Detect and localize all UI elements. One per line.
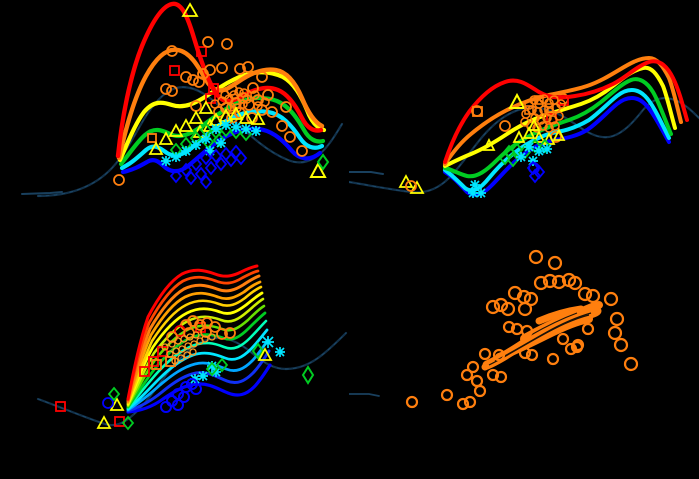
baseline-curve — [349, 393, 380, 397]
scatter-markers — [113, 2, 330, 190]
panel-bottom-left-plot — [0, 239, 350, 479]
panel-top-left-plot — [0, 0, 350, 240]
panel-top-right — [349, 0, 699, 240]
curve-yellow — [443, 65, 677, 168]
panel-background — [0, 0, 350, 240]
panel-background — [349, 0, 699, 240]
scatter-markers — [398, 92, 569, 198]
curve-green — [443, 77, 673, 179]
panel-bottom-right-plot — [349, 239, 699, 479]
scatter-markers — [405, 249, 639, 411]
panel-bottom-left — [0, 239, 350, 479]
panel-bottom-right — [349, 239, 699, 479]
curve-blue — [120, 126, 323, 175]
curve-red — [115, 1, 324, 159]
scatter-markers — [55, 315, 315, 431]
curve-orange — [443, 56, 683, 166]
curve-red — [443, 59, 689, 164]
panel-top-left — [0, 0, 350, 240]
panel-top-right-plot — [349, 0, 699, 240]
